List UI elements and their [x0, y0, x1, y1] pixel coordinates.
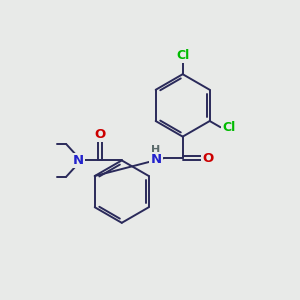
Text: O: O: [202, 152, 213, 164]
Text: Cl: Cl: [222, 121, 236, 134]
Text: Cl: Cl: [176, 49, 189, 62]
Text: N: N: [150, 153, 161, 166]
Text: N: N: [73, 154, 84, 167]
Text: O: O: [95, 128, 106, 141]
Text: H: H: [151, 145, 160, 155]
